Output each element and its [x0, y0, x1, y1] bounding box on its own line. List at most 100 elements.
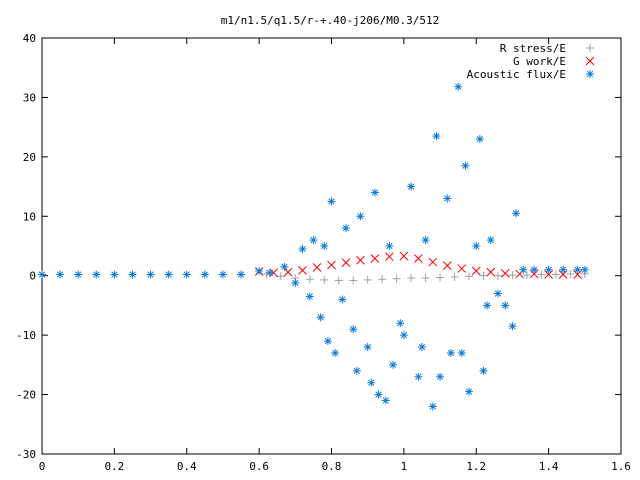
data-point	[486, 267, 496, 277]
data-point	[280, 262, 289, 271]
data-point	[479, 366, 488, 375]
data-point	[432, 132, 441, 141]
data-point	[356, 212, 365, 221]
data-point	[374, 390, 383, 399]
data-point	[305, 275, 314, 284]
data-point	[92, 270, 101, 279]
data-point	[551, 270, 560, 279]
data-point	[298, 266, 307, 275]
data-point	[370, 188, 379, 197]
data-point	[320, 242, 329, 250]
data-point	[323, 337, 332, 346]
data-point	[407, 182, 416, 191]
x-tick-label: 0.4	[177, 460, 197, 473]
y-tick-label: 10	[23, 210, 36, 223]
y-tick-label: 30	[23, 91, 36, 104]
data-point	[341, 224, 350, 233]
x-tick-label: 0.6	[249, 460, 269, 473]
data-point	[385, 242, 394, 250]
data-point	[56, 270, 65, 279]
data-point	[385, 252, 394, 262]
data-point	[316, 313, 325, 322]
x-tick-label: 0.2	[104, 460, 124, 473]
x-tick-label: 1.2	[466, 460, 486, 473]
data-point	[200, 270, 209, 279]
data-point	[283, 267, 293, 277]
data-point	[519, 265, 528, 274]
data-point	[305, 292, 314, 301]
data-point	[182, 270, 191, 279]
y-tick-label: 0	[29, 270, 36, 283]
data-point	[38, 270, 46, 279]
data-point	[457, 264, 467, 273]
data-point	[265, 268, 274, 277]
data-point	[479, 271, 488, 280]
data-point	[334, 276, 343, 285]
data-point	[309, 236, 318, 245]
data-point	[363, 343, 372, 352]
x-tick-label: 1.4	[539, 460, 559, 473]
data-point	[414, 372, 423, 381]
data-point	[457, 348, 466, 357]
data-point	[399, 331, 408, 340]
data-point	[389, 360, 398, 369]
data-point	[128, 270, 137, 279]
series-1	[254, 251, 582, 279]
data-point	[367, 378, 376, 387]
legend-marker	[586, 70, 594, 78]
data-point	[378, 275, 387, 284]
data-point	[370, 254, 380, 263]
data-point	[486, 236, 495, 245]
data-point	[327, 197, 336, 206]
x-tick-label: 0.8	[322, 460, 342, 473]
y-tick-label: -10	[16, 329, 36, 342]
data-point	[472, 242, 481, 250]
data-point	[363, 275, 372, 284]
data-point	[327, 260, 336, 270]
data-point	[381, 396, 390, 405]
series-0	[262, 269, 589, 285]
data-point	[331, 348, 340, 357]
data-point	[428, 257, 438, 267]
x-tick-label: 1	[401, 460, 408, 473]
x-tick-label: 1.6	[611, 460, 631, 473]
data-point	[493, 271, 502, 280]
data-point	[500, 268, 510, 278]
data-point	[580, 265, 589, 274]
data-point	[421, 274, 430, 283]
legend-marker	[585, 56, 595, 66]
y-tick-label: 40	[23, 32, 36, 45]
data-point	[475, 135, 484, 144]
data-point	[544, 265, 553, 274]
data-point	[508, 322, 517, 331]
data-point	[291, 278, 300, 287]
data-point	[164, 270, 173, 279]
data-point	[146, 270, 155, 279]
data-point	[413, 254, 423, 263]
data-point	[465, 387, 474, 396]
chart-title: m1/n1.5/q1.5/r-+.40-j206/M0.3/512	[221, 14, 440, 27]
plot-frame	[41, 37, 622, 455]
data-point	[349, 325, 358, 334]
data-point	[442, 261, 452, 270]
data-point	[465, 272, 474, 281]
data-point	[237, 270, 246, 279]
data-point	[320, 275, 329, 284]
data-point	[529, 269, 539, 279]
legend-label: R stress/E	[500, 42, 566, 55]
data-point	[493, 289, 502, 298]
series-2	[38, 82, 589, 411]
legend-marker	[586, 44, 594, 52]
legend-label: G work/E	[513, 55, 566, 68]
data-point	[338, 295, 347, 304]
y-tick-label: -30	[16, 448, 36, 461]
y-tick-label: 20	[23, 151, 36, 164]
data-point	[392, 274, 401, 283]
data-point	[537, 270, 546, 279]
data-point	[312, 263, 322, 272]
data-point	[349, 276, 358, 285]
data-point	[298, 244, 307, 253]
data-point	[522, 271, 531, 280]
data-point	[508, 271, 517, 280]
